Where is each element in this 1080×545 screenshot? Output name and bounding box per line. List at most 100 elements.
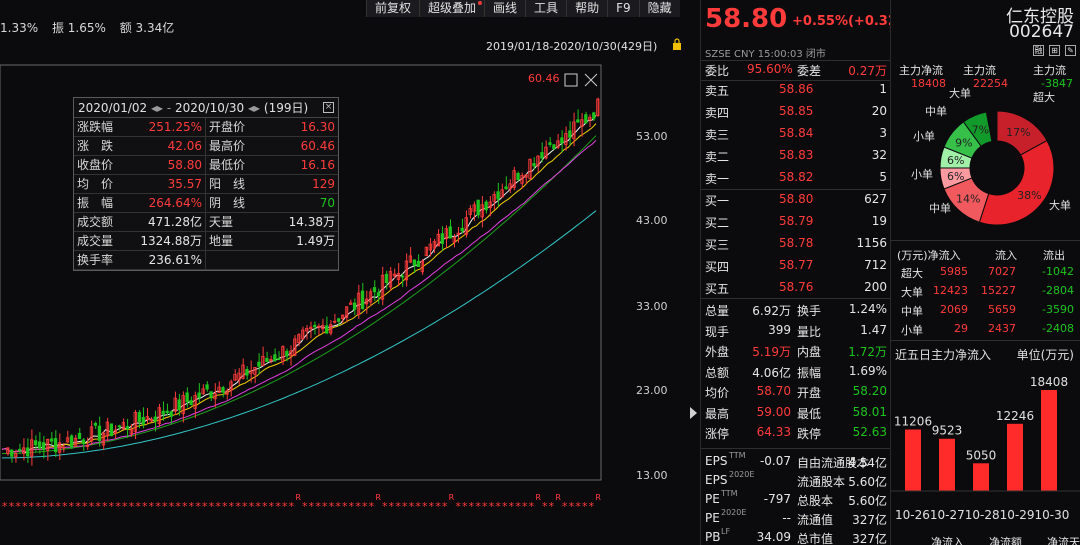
arrows-icon[interactable]: ◂▸ — [248, 101, 264, 115]
bottom-tab[interactable]: 净流额 — [989, 536, 1022, 545]
fundamental-value: 4.54亿 — [848, 456, 887, 470]
star-marker: * — [155, 500, 161, 513]
bid-volume: 712 — [864, 258, 887, 272]
panel-icons: 融 ⊞ ✎ — [1033, 45, 1076, 56]
candle-body — [516, 172, 520, 181]
weicha-label: 委差 — [797, 64, 822, 78]
candle-body — [508, 183, 512, 190]
candle-body — [265, 357, 269, 362]
star-marker: * — [582, 500, 588, 513]
ask-price: 58.84 — [779, 126, 814, 140]
star-marker: * — [282, 500, 288, 513]
star-marker: * — [262, 500, 268, 513]
five-day-flow-unit: 单位(万元) — [1016, 348, 1074, 362]
flow-table-header: 流入 — [995, 249, 1017, 262]
flow-row-net: 29 — [954, 322, 968, 335]
candle-body — [26, 447, 30, 457]
interval-stats-row: 成交量 1324.88万 地量 1.49万 — [74, 232, 338, 251]
candle-body — [444, 228, 448, 240]
candle-body — [396, 273, 401, 280]
change-pct: 1.33% — [0, 21, 39, 35]
stat-value: 35.57 — [167, 177, 202, 191]
lock-icon[interactable] — [672, 38, 682, 50]
candle-body — [157, 407, 161, 424]
quote-row: PE 2020E -- 流通值 327亿 — [701, 508, 891, 531]
ask-volume: 32 — [871, 148, 887, 162]
candle-body — [380, 274, 385, 300]
kline-plot[interactable]: 60.46* * * * * * * * * * * * * * * * * * * * * * * * * * * * * * * * * * *… — [0, 0, 688, 545]
y-tick-label: 53.00 — [636, 130, 668, 143]
stat-label: 量比 — [797, 324, 822, 339]
stat-value: 58.70 — [756, 384, 791, 398]
expand-arrow-icon[interactable] — [690, 407, 697, 419]
quote-row: 买三 58.78 1156 — [701, 236, 891, 256]
candle-body — [336, 318, 341, 322]
date-range-label[interactable]: 2019/01/18-2020/10/30(429日) — [486, 40, 658, 53]
star-marker: * — [369, 500, 375, 513]
bottom-tab[interactable]: 净流入 — [931, 536, 964, 545]
candle-body — [14, 453, 18, 458]
ma-line — [1, 139, 597, 453]
stat-value: 58.80 — [167, 158, 202, 172]
quote-row: 卖二 58.83 32 — [701, 148, 891, 168]
candle-body — [309, 326, 313, 330]
candle-body — [468, 208, 472, 215]
interval-stats-cell: 地量 1.49万 — [206, 232, 338, 250]
candle-body — [512, 170, 516, 188]
kline-chart-panel[interactable]: 60.46 * * * * * * * * * * * * * * * * * * * * * * * * * * * * * * * * * * *… — [0, 0, 688, 545]
notification-dot-icon — [478, 1, 483, 5]
quote-row: 现手 399 量比 1.47 — [701, 323, 891, 343]
menu-item[interactable]: 前复权 — [366, 0, 419, 17]
candle-body — [85, 444, 90, 447]
candle-body — [360, 290, 365, 310]
interval-stats-cell: 成交量 1324.88万 — [74, 232, 206, 250]
close-icon[interactable]: × — [323, 102, 334, 113]
donut-slice-pct: 9% — [955, 136, 972, 149]
candle-body — [548, 142, 552, 145]
star-marker: * — [169, 500, 175, 513]
donut-slice-pct: 7% — [972, 123, 989, 136]
star-marker: * — [62, 500, 68, 513]
interval-stats-table: 涨跌幅 251.25% 开盘价 16.30 涨 跌 42.06 最高价 60.46 收盘价 58.… — [74, 118, 338, 270]
bid-volume: 19 — [871, 214, 887, 228]
divider — [891, 340, 1080, 341]
interval-stats-cell: 涨跌幅 251.25% — [74, 118, 206, 136]
panel-icon[interactable]: ✎ — [1065, 45, 1076, 56]
menu-item[interactable]: 超级叠加 — [419, 0, 484, 17]
panel-icon[interactable]: ⊞ — [1049, 45, 1060, 56]
main-flow-value: 22254 — [973, 77, 1008, 90]
star-marker: * — [515, 500, 521, 513]
star-marker: * — [69, 500, 75, 513]
candle-body — [73, 437, 78, 448]
ask-volume: 3 — [879, 126, 887, 140]
candle-body — [145, 416, 149, 420]
menu-item[interactable]: F9 — [607, 0, 639, 17]
candle-body — [584, 114, 588, 124]
arrows-icon[interactable]: ◂▸ - — [151, 101, 176, 115]
stat-value: 16.16 — [300, 158, 335, 172]
candle-body — [368, 291, 373, 303]
quote-row: 卖三 58.84 3 — [701, 126, 891, 146]
candle-body — [249, 370, 253, 374]
candle-body — [209, 391, 213, 398]
fundamental-value: 5.60亿 — [848, 475, 887, 489]
candle-body — [61, 446, 66, 449]
star-marker: * — [309, 500, 315, 513]
menu-item[interactable]: 帮助 — [566, 0, 607, 17]
candle-body — [356, 292, 361, 315]
r-marker: R — [595, 493, 601, 502]
star-marker: * — [355, 500, 361, 513]
menu-item[interactable]: 隐藏 — [638, 0, 680, 17]
candle-body — [173, 397, 177, 412]
bottom-tab[interactable]: 净流天 — [1047, 536, 1080, 545]
stat-label: 换手率 — [77, 253, 114, 267]
panel-icon[interactable]: 融 — [1033, 45, 1044, 56]
menu-item[interactable]: 画线 — [484, 0, 525, 17]
turnover: 额 3.34亿 — [119, 21, 175, 35]
star-marker: * — [349, 500, 355, 513]
menu-item[interactable]: 工具 — [525, 0, 566, 17]
divider — [891, 240, 1080, 241]
candle-body — [237, 372, 241, 381]
ask-price: 58.82 — [779, 170, 814, 184]
high-price-marker: 60.46 — [528, 72, 560, 85]
